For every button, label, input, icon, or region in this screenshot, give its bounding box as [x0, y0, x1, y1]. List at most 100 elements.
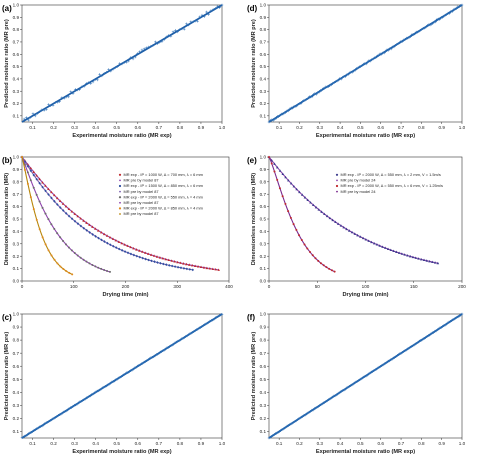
data-point	[101, 386, 104, 390]
plot-frame	[21, 313, 223, 439]
series-0-exp-point	[383, 246, 387, 249]
panel-label-c: (c)	[2, 313, 12, 322]
data-point	[199, 326, 202, 329]
series-0-exp-point	[289, 182, 293, 185]
data-point	[66, 408, 69, 412]
data-point	[140, 362, 143, 365]
data-point	[33, 114, 37, 118]
series-0-exp-point	[339, 224, 343, 227]
data-point	[278, 113, 282, 117]
data-point	[49, 104, 53, 107]
x-tick-label: 0.2	[50, 441, 57, 446]
data-point	[140, 48, 144, 52]
data-point	[175, 340, 178, 344]
series-0-exp-point	[132, 247, 135, 250]
y-tick-label: 0.9	[13, 15, 20, 20]
data-point	[389, 47, 393, 51]
data-point	[435, 17, 439, 21]
data-point	[182, 27, 186, 31]
data-point	[196, 19, 199, 23]
data-point	[191, 331, 194, 334]
y-tick-label: 0.2	[13, 101, 20, 106]
x-tick-label: 0.5	[114, 441, 121, 446]
series-2-exp-point	[108, 270, 111, 273]
series-1-exp-point	[150, 259, 153, 263]
data-point	[191, 20, 195, 24]
series-0-exp-point	[108, 235, 112, 239]
data-point	[85, 82, 88, 85]
data-point	[126, 371, 130, 374]
legend: MR exp - IP = 2000 W, Δ = 550 mm, λ = 2 …	[335, 172, 443, 194]
x-tick-label: 0	[21, 284, 24, 289]
data-point	[70, 406, 73, 409]
data-point	[270, 118, 274, 122]
x-tick-label: 0.7	[398, 125, 405, 130]
data-point	[131, 57, 135, 61]
data-point	[188, 332, 192, 336]
data-point	[299, 102, 303, 105]
data-point	[116, 65, 119, 68]
data-point	[77, 401, 80, 405]
data-point	[296, 102, 300, 106]
series-1-exp-point	[53, 199, 56, 203]
series-1-exp-point	[44, 189, 47, 193]
series-0-exp-point	[359, 235, 362, 238]
x-tick-label: 150	[410, 284, 418, 289]
data-point	[178, 28, 182, 31]
series-1-exp-point	[129, 252, 133, 256]
data-point	[96, 78, 99, 82]
data-point	[437, 17, 440, 21]
legend-marker	[118, 184, 122, 188]
series-2-exp-point	[29, 179, 32, 182]
series-1-exp-point	[295, 228, 298, 231]
x-axis-label: Experimental moisture ratio (MR exp)	[316, 449, 415, 455]
data-point	[424, 336, 428, 339]
series-2-exp-point	[79, 256, 82, 259]
data-point	[55, 415, 59, 418]
data-point	[121, 374, 124, 377]
data-point	[273, 117, 276, 121]
series-0-exp-point	[436, 261, 440, 265]
data-point	[353, 69, 357, 72]
data-point	[124, 372, 127, 376]
data-point	[153, 40, 157, 44]
series-0-exp-point	[331, 218, 334, 222]
legend-marker	[119, 190, 121, 193]
data-point	[424, 25, 428, 29]
data-point	[93, 78, 97, 81]
data-point	[433, 329, 437, 333]
data-point	[34, 428, 37, 431]
series-2-exp-point	[103, 269, 106, 272]
data-point	[69, 90, 73, 94]
data-point	[133, 366, 137, 370]
data-point	[62, 96, 66, 100]
data-point	[148, 357, 151, 360]
data-point	[43, 422, 47, 425]
data-point	[216, 315, 220, 318]
data-point	[452, 8, 455, 11]
data-point	[127, 59, 130, 63]
data-point	[103, 385, 107, 388]
legend-entry: MR pre by model 87	[124, 211, 159, 216]
y-axis-label: Predicted moisture ratio (MR pre)	[4, 19, 10, 108]
series-0-exp-point	[97, 229, 100, 232]
y-tick-label: 0.4	[260, 76, 267, 81]
data-point	[67, 407, 71, 410]
data-point	[161, 349, 165, 352]
y-tick-label: 0.8	[13, 27, 20, 32]
y-tick-label: 0.4	[13, 229, 20, 234]
data-point	[362, 62, 365, 66]
data-point	[74, 403, 77, 407]
plot-frame	[268, 313, 463, 439]
data-point	[48, 419, 52, 422]
series-1-exp-point	[73, 219, 77, 223]
series-0-exp-point	[105, 234, 109, 237]
y-tick-label: 0.3	[13, 89, 20, 94]
data-point	[62, 410, 65, 414]
x-tick-label: 0.7	[398, 441, 405, 446]
data-point	[294, 105, 297, 108]
data-point	[459, 313, 463, 317]
series-1-exp-point	[76, 222, 80, 226]
y-tick-label: 0.2	[13, 416, 20, 421]
data-point	[430, 22, 433, 26]
